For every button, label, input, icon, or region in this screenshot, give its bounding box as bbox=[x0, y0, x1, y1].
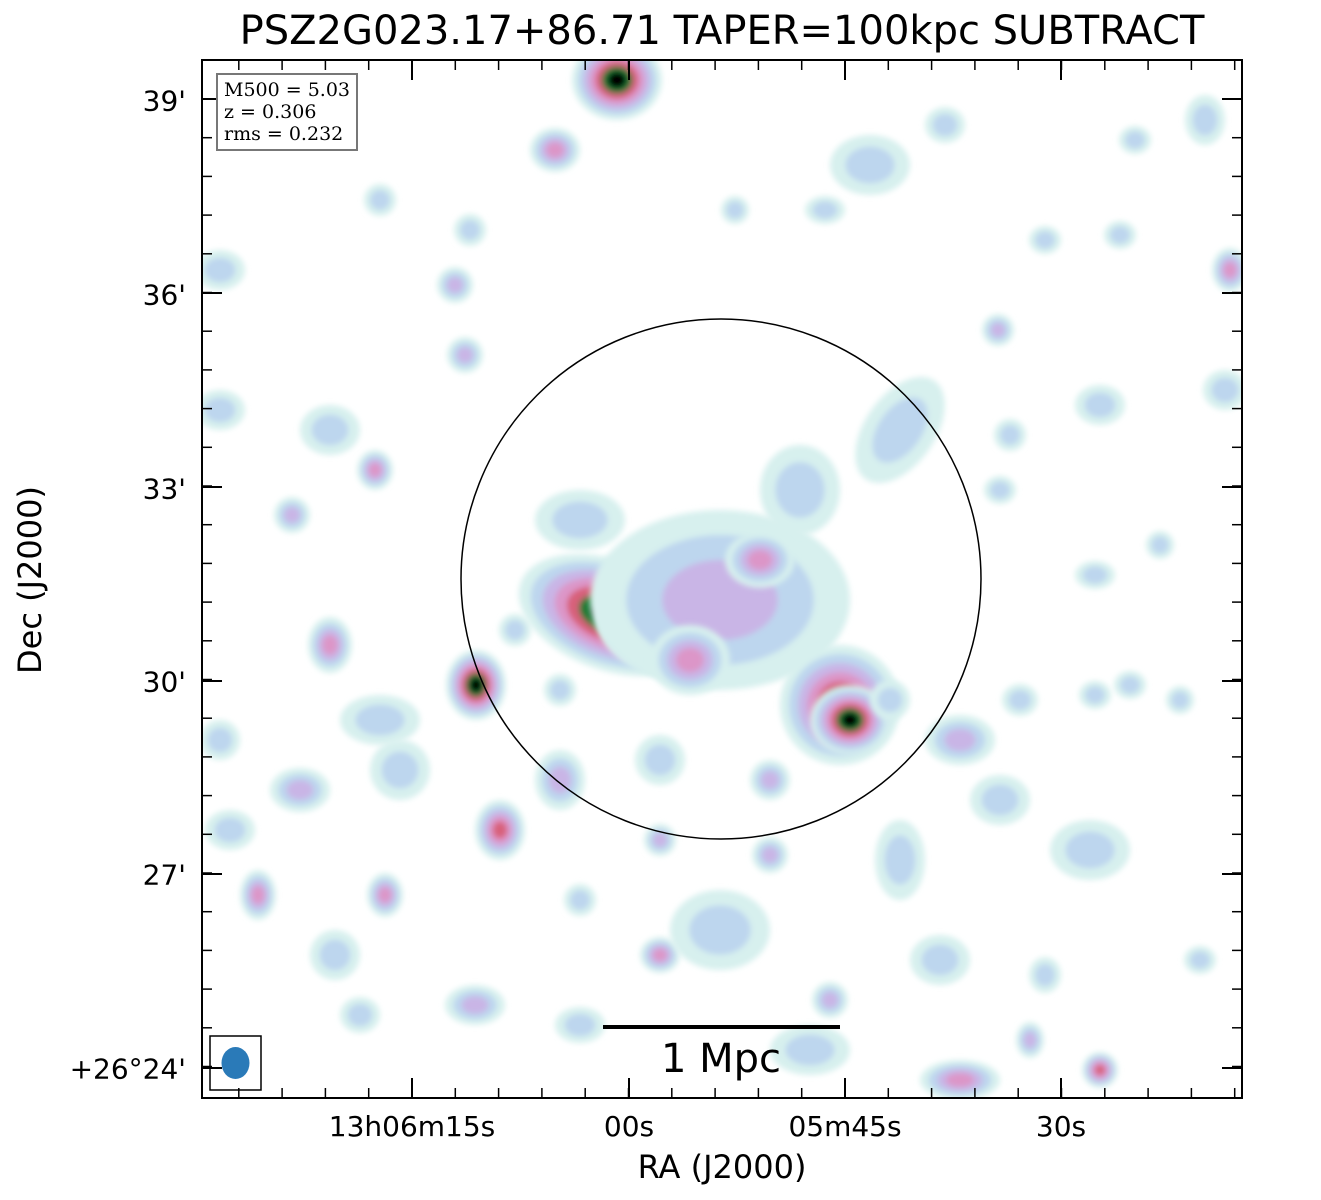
scale-bar-label: 1 Mpc bbox=[660, 1036, 782, 1082]
y-tick-label: +26°24' bbox=[69, 1052, 186, 1086]
y-axis-label: Dec (J2000) bbox=[11, 486, 49, 674]
emission-blob bbox=[1029, 957, 1061, 993]
emission-blob bbox=[445, 985, 505, 1025]
emission-blob bbox=[1203, 370, 1242, 410]
emission-blob bbox=[437, 267, 473, 303]
emission-blob bbox=[1146, 531, 1174, 559]
emission-blob bbox=[994, 419, 1026, 451]
emission-blob bbox=[370, 740, 430, 800]
emission-blob bbox=[650, 625, 730, 695]
emission-blob bbox=[760, 445, 840, 535]
rms-text: rms = 0.232 bbox=[224, 123, 344, 145]
emission-blob bbox=[640, 937, 680, 973]
emission-layer bbox=[202, 60, 1242, 1098]
emission-blob bbox=[1184, 946, 1216, 974]
m500-text: M500 = 5.03 bbox=[224, 79, 351, 101]
emission-blob bbox=[1002, 684, 1038, 716]
emission-blob bbox=[925, 107, 965, 143]
redshift-text: z = 0.306 bbox=[224, 101, 317, 123]
x-tick-label: 30s bbox=[1035, 1110, 1087, 1143]
emission-blob bbox=[300, 405, 360, 455]
emission-blob bbox=[499, 614, 531, 646]
emission-blob bbox=[855, 376, 945, 484]
emission-blob bbox=[364, 184, 396, 216]
emission-blob bbox=[1016, 1022, 1044, 1058]
emission-blob bbox=[984, 476, 1016, 504]
emission-blob bbox=[1075, 561, 1115, 589]
emission-blob bbox=[1114, 671, 1146, 699]
emission-blob bbox=[812, 982, 848, 1018]
emission-blob bbox=[367, 873, 403, 917]
emission-blob bbox=[920, 1060, 1000, 1098]
emission-blob bbox=[555, 1007, 605, 1043]
emission-blob bbox=[750, 760, 790, 800]
emission-blob bbox=[1079, 681, 1111, 709]
emission-blob bbox=[340, 695, 420, 745]
emission-blob bbox=[530, 128, 580, 172]
x-tick-label: 05m45s bbox=[788, 1110, 902, 1143]
emission-blob bbox=[1029, 226, 1061, 254]
emission-blob bbox=[270, 768, 330, 812]
emission-blob bbox=[274, 497, 310, 533]
emission-blob bbox=[1166, 686, 1194, 714]
emission-blob bbox=[446, 650, 506, 720]
emission-blob bbox=[535, 490, 625, 550]
emission-blob bbox=[572, 60, 662, 120]
emission-blob bbox=[308, 617, 352, 673]
emission-blob bbox=[1050, 820, 1130, 880]
emission-blob bbox=[770, 1025, 850, 1075]
emission-blob bbox=[202, 390, 245, 430]
chart-title: PSZ2G023.17+86.71 TAPER=100kpc SUBTRACT bbox=[239, 8, 1205, 54]
emission-blob bbox=[1212, 248, 1242, 292]
emission-blob bbox=[1185, 95, 1225, 145]
emission-blob bbox=[310, 930, 360, 980]
emission-blob bbox=[805, 196, 845, 224]
x-tick-label: 00s bbox=[603, 1110, 655, 1143]
emission-blob bbox=[1104, 221, 1136, 249]
emission-blob bbox=[544, 674, 576, 706]
emission-blob bbox=[925, 715, 995, 765]
emission-blob bbox=[447, 337, 483, 373]
r500-circle bbox=[460, 318, 982, 840]
emission-blob bbox=[875, 820, 925, 900]
axis-ticks bbox=[202, 60, 1242, 1098]
emission-blob bbox=[1082, 1052, 1118, 1088]
plot-frame bbox=[201, 59, 1243, 1099]
emission-blob bbox=[1075, 385, 1125, 425]
emission-blob bbox=[870, 680, 910, 720]
emission-blob bbox=[635, 735, 685, 785]
emission-blob bbox=[205, 810, 255, 850]
x-axis-label: RA (J2000) bbox=[637, 1148, 807, 1186]
emission-blob bbox=[982, 314, 1014, 346]
emission-blob bbox=[564, 884, 596, 916]
y-tick-label: 39' bbox=[142, 84, 186, 118]
emission-blob bbox=[475, 800, 525, 860]
y-tick-label: 36' bbox=[142, 278, 186, 312]
emission-blob bbox=[830, 135, 910, 195]
emission-blob bbox=[810, 685, 890, 755]
y-tick-label: 30' bbox=[142, 665, 186, 699]
emission-blob bbox=[340, 997, 380, 1033]
emission-blob bbox=[240, 870, 276, 920]
emission-blob bbox=[202, 250, 245, 290]
emission-blob bbox=[970, 775, 1030, 825]
cluster-info-box: M500 = 5.03 z = 0.306 rms = 0.232 bbox=[216, 73, 359, 151]
beam-ellipse bbox=[221, 1047, 250, 1079]
emission-blob bbox=[454, 214, 486, 246]
x-tick-label: 13h06m15s bbox=[328, 1110, 496, 1143]
emission-blob bbox=[910, 935, 970, 985]
y-tick-label: 27' bbox=[142, 858, 186, 892]
emission-blob bbox=[1119, 126, 1151, 154]
emission-blob bbox=[670, 890, 770, 970]
y-tick-label: 33' bbox=[142, 472, 186, 506]
emission-blob bbox=[752, 837, 788, 873]
emission-blob bbox=[535, 750, 585, 810]
emission-blob bbox=[202, 720, 240, 760]
emission-blob bbox=[357, 450, 393, 490]
emission-blob bbox=[725, 532, 795, 588]
emission-blob bbox=[644, 824, 676, 856]
emission-blob bbox=[721, 196, 749, 224]
